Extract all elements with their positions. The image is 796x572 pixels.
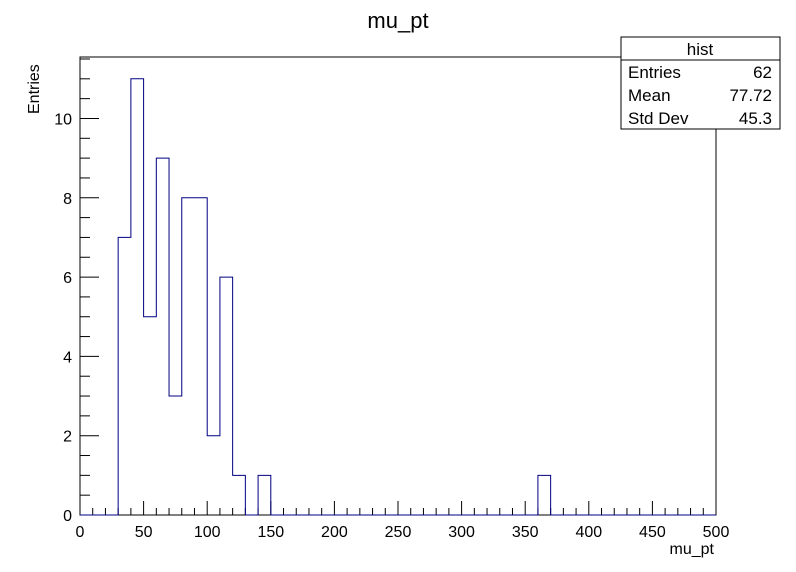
- histogram-bar: [538, 475, 551, 515]
- y-axis-label: Entries: [26, 64, 43, 114]
- chart-title: mu_pt: [367, 8, 428, 33]
- y-tick-label: 8: [63, 191, 72, 208]
- histogram-bar: [233, 475, 246, 515]
- histogram-bar: [258, 475, 271, 515]
- x-tick-label: 150: [257, 524, 284, 541]
- x-axis: 0 50 100 150 200 250 300 350 400 450 500: [76, 501, 730, 541]
- x-tick-label: 400: [575, 524, 602, 541]
- stats-stddev-label: Std Dev: [628, 109, 689, 128]
- x-tick-label: 50: [135, 524, 153, 541]
- stats-entries-value: 62: [753, 63, 772, 82]
- y-tick-label: 10: [54, 111, 72, 128]
- x-tick-label: 200: [321, 524, 348, 541]
- x-tick-label: 450: [639, 524, 666, 541]
- x-tick-label: 100: [194, 524, 221, 541]
- stats-box-title: hist: [687, 40, 714, 59]
- histogram-outline: [80, 78, 716, 516]
- stats-box: hist Entries 62 Mean 77.72 Std Dev 45.3: [620, 36, 781, 130]
- x-tick-label: 500: [703, 524, 730, 541]
- histogram-bar: [156, 158, 169, 515]
- x-tick-label: 300: [448, 524, 475, 541]
- stats-mean-label: Mean: [628, 86, 671, 105]
- histogram-bar: [207, 436, 220, 515]
- y-tick-label: 0: [63, 508, 72, 525]
- histogram-bar: [220, 277, 233, 515]
- x-tick-label: 0: [76, 524, 85, 541]
- y-tick-label: 4: [63, 349, 72, 366]
- x-tick-label: 250: [385, 524, 412, 541]
- stats-mean-value: 77.72: [729, 86, 772, 105]
- histogram-bar: [169, 396, 182, 515]
- histogram-bar: [194, 198, 207, 515]
- histogram-bar: [144, 317, 157, 515]
- stats-stddev-value: 45.3: [739, 109, 772, 128]
- stats-box-frame: [620, 36, 781, 130]
- y-tick-label: 6: [63, 270, 72, 287]
- histogram-bar: [131, 79, 144, 515]
- x-tick-label: 350: [512, 524, 539, 541]
- x-axis-label: mu_pt: [670, 541, 715, 558]
- y-axis: 0 2 4 6 8 10: [54, 58, 99, 525]
- y-tick-label: 2: [63, 429, 72, 446]
- histogram-bins: [118, 79, 550, 515]
- histogram-bar: [182, 198, 195, 515]
- stats-entries-label: Entries: [628, 63, 681, 82]
- histogram-bar: [118, 237, 131, 515]
